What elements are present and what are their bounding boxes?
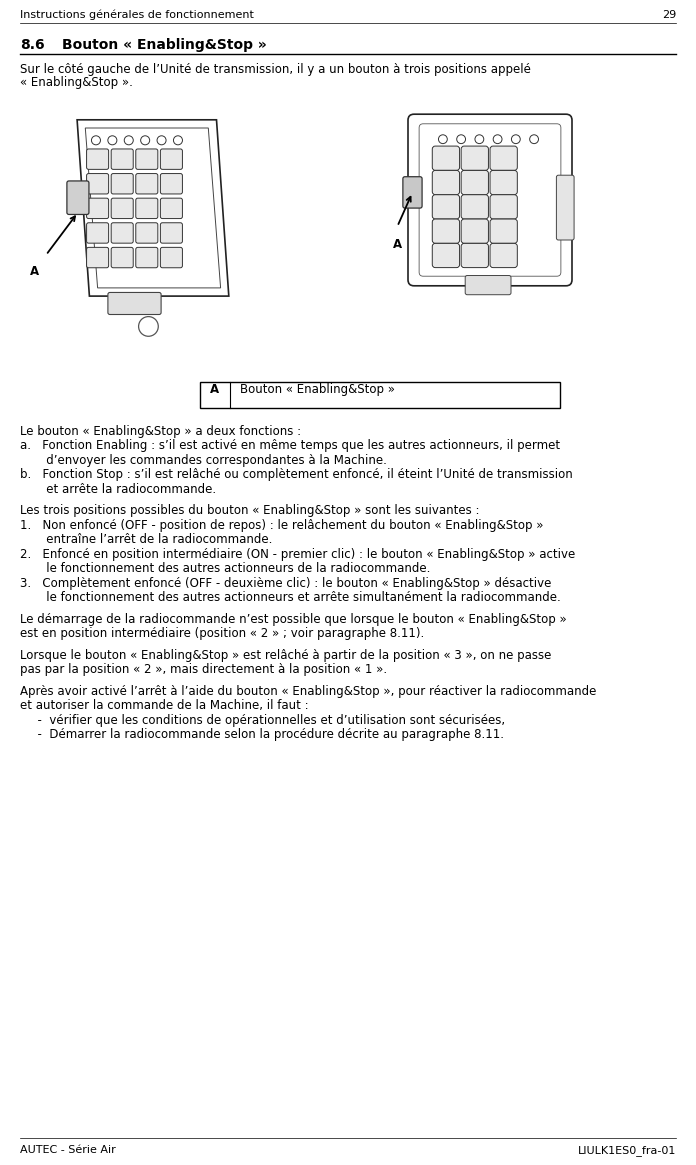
FancyBboxPatch shape: [461, 219, 489, 243]
FancyBboxPatch shape: [461, 195, 489, 219]
FancyBboxPatch shape: [432, 219, 459, 243]
Text: Bouton « Enabling&Stop »: Bouton « Enabling&Stop »: [240, 383, 395, 396]
FancyBboxPatch shape: [160, 223, 182, 243]
FancyBboxPatch shape: [111, 198, 133, 219]
FancyBboxPatch shape: [136, 149, 158, 169]
FancyBboxPatch shape: [490, 146, 517, 170]
Text: Les trois positions possibles du bouton « Enabling&Stop » sont les suivantes :: Les trois positions possibles du bouton …: [20, 504, 480, 517]
FancyBboxPatch shape: [432, 243, 459, 268]
FancyBboxPatch shape: [86, 198, 109, 219]
Text: -  vérifier que les conditions de opérationnelles et d’utilisation sont sécurisé: - vérifier que les conditions de opérati…: [30, 714, 505, 727]
FancyBboxPatch shape: [111, 247, 133, 268]
Text: A: A: [210, 383, 219, 396]
Text: b.   Fonction Stop : s’il est relâché ou complètement enfoncé, il éteint l’Unité: b. Fonction Stop : s’il est relâché ou c…: [20, 468, 573, 481]
FancyBboxPatch shape: [86, 247, 109, 268]
Text: le fonctionnement des autres actionneurs de la radiocommande.: le fonctionnement des autres actionneurs…: [20, 563, 430, 576]
Text: 3.   Complètement enfoncé (OFF - deuxième clic) : le bouton « Enabling&Stop » dé: 3. Complètement enfoncé (OFF - deuxième …: [20, 577, 551, 589]
Text: Lorsque le bouton « Enabling&Stop » est relâché à partir de la position « 3 », o: Lorsque le bouton « Enabling&Stop » est …: [20, 649, 551, 662]
FancyBboxPatch shape: [86, 174, 109, 193]
FancyBboxPatch shape: [403, 177, 422, 209]
Text: 2.   Enfoncé en position intermédiaire (ON - premier clic) : le bouton « Enablin: 2. Enfoncé en position intermédiaire (ON…: [20, 548, 576, 562]
FancyBboxPatch shape: [160, 247, 182, 268]
FancyBboxPatch shape: [86, 149, 109, 169]
Text: Sur le côté gauche de l’Unité de transmission, il y a un bouton à trois position: Sur le côté gauche de l’Unité de transmi…: [20, 63, 531, 76]
FancyBboxPatch shape: [490, 219, 517, 243]
Text: et arrête la radiocommande.: et arrête la radiocommande.: [20, 483, 216, 496]
FancyBboxPatch shape: [461, 170, 489, 195]
Text: 8.6: 8.6: [20, 38, 45, 52]
Text: entraîne l’arrêt de la radiocommande.: entraîne l’arrêt de la radiocommande.: [20, 534, 272, 546]
Bar: [200, 382, 560, 408]
FancyBboxPatch shape: [432, 195, 459, 219]
Text: LIULK1ES0_fra-01: LIULK1ES0_fra-01: [578, 1145, 676, 1156]
FancyBboxPatch shape: [408, 114, 572, 285]
Text: A: A: [393, 238, 402, 250]
FancyBboxPatch shape: [136, 174, 158, 193]
FancyBboxPatch shape: [108, 292, 161, 315]
FancyBboxPatch shape: [136, 247, 158, 268]
FancyBboxPatch shape: [111, 223, 133, 243]
Text: pas par la position « 2 », mais directement à la position « 1 ».: pas par la position « 2 », mais directem…: [20, 664, 387, 677]
Text: Le bouton « Enabling&Stop » a deux fonctions :: Le bouton « Enabling&Stop » a deux fonct…: [20, 425, 301, 438]
Text: 29: 29: [662, 10, 676, 20]
Text: « Enabling&Stop ».: « Enabling&Stop ».: [20, 76, 133, 89]
FancyBboxPatch shape: [67, 181, 89, 214]
FancyBboxPatch shape: [461, 243, 489, 268]
Text: d’envoyer les commandes correspondantes à la Machine.: d’envoyer les commandes correspondantes …: [20, 454, 387, 467]
Text: Après avoir activé l’arrêt à l’aide du bouton « Enabling&Stop », pour réactiver : Après avoir activé l’arrêt à l’aide du b…: [20, 685, 596, 698]
FancyBboxPatch shape: [136, 198, 158, 219]
FancyBboxPatch shape: [465, 275, 511, 295]
Text: et autoriser la commande de la Machine, il faut :: et autoriser la commande de la Machine, …: [20, 699, 308, 713]
FancyBboxPatch shape: [111, 149, 133, 169]
FancyBboxPatch shape: [111, 174, 133, 193]
Text: AUTEC - Série Air: AUTEC - Série Air: [20, 1145, 116, 1155]
Text: Instructions générales de fonctionnement: Instructions générales de fonctionnement: [20, 10, 254, 21]
FancyBboxPatch shape: [160, 174, 182, 193]
Text: 1.   Non enfoncé (OFF - position de repos) : le relâchement du bouton « Enabling: 1. Non enfoncé (OFF - position de repos)…: [20, 518, 544, 532]
FancyBboxPatch shape: [556, 175, 574, 240]
FancyBboxPatch shape: [490, 243, 517, 268]
FancyBboxPatch shape: [160, 149, 182, 169]
FancyBboxPatch shape: [490, 195, 517, 219]
FancyBboxPatch shape: [136, 223, 158, 243]
Polygon shape: [77, 120, 229, 296]
Text: a.   Fonction Enabling : s’il est activé en même temps que les autres actionneur: a. Fonction Enabling : s’il est activé e…: [20, 439, 560, 452]
Text: est en position intermédiaire (position « 2 » ; voir paragraphe 8.11).: est en position intermédiaire (position …: [20, 628, 425, 641]
FancyBboxPatch shape: [461, 146, 489, 170]
Text: Le démarrage de la radiocommande n’est possible que lorsque le bouton « Enabling: Le démarrage de la radiocommande n’est p…: [20, 613, 567, 626]
FancyBboxPatch shape: [86, 223, 109, 243]
Text: -  Démarrer la radiocommande selon la procédure décrite au paragraphe 8.11.: - Démarrer la radiocommande selon la pro…: [30, 728, 504, 741]
Text: le fonctionnement des autres actionneurs et arrête simultanément la radiocommand: le fonctionnement des autres actionneurs…: [20, 592, 561, 605]
FancyBboxPatch shape: [432, 170, 459, 195]
FancyBboxPatch shape: [490, 170, 517, 195]
FancyBboxPatch shape: [160, 198, 182, 219]
FancyBboxPatch shape: [432, 146, 459, 170]
Text: Bouton « Enabling&Stop »: Bouton « Enabling&Stop »: [62, 38, 267, 52]
Text: A: A: [30, 264, 39, 278]
